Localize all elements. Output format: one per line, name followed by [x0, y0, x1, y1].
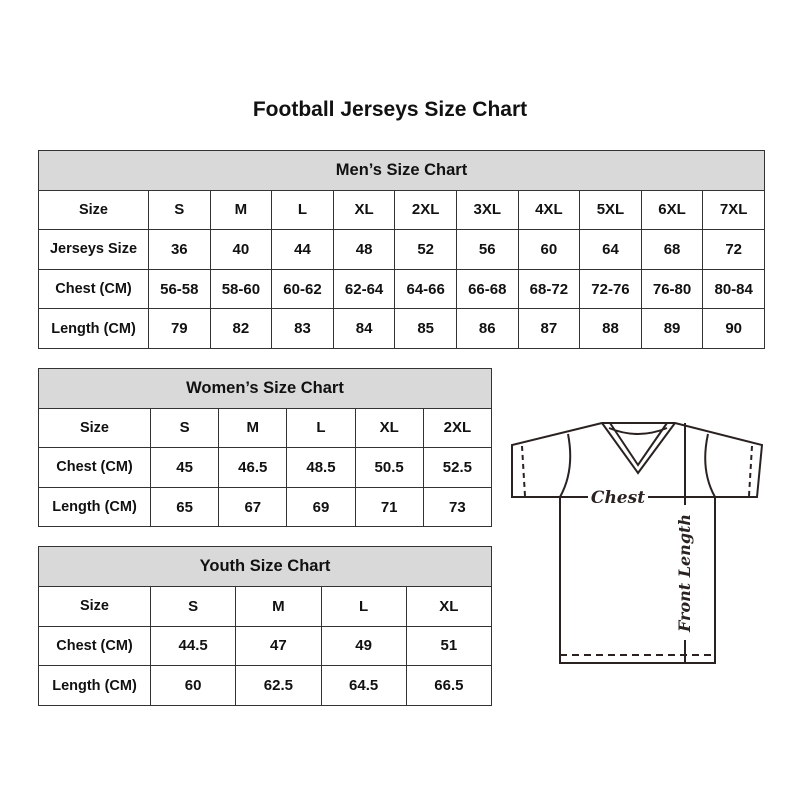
table-row: Jerseys Size 36 40 44 48 52 56 60 64 68 72 [38, 229, 765, 270]
table-cell: S [149, 407, 220, 449]
youth-table-caption: Youth Size Chart [38, 546, 492, 587]
table-row: Length (CM) 79 82 83 84 85 86 87 88 89 90 [38, 308, 765, 349]
women-table-caption: Women’s Size Chart [38, 368, 492, 409]
table-cell: 56-58 [148, 268, 211, 310]
mens-size-table: Men’s Size Chart Size S M L XL 2XL 3XL 4XL 5XL 6XL… [38, 150, 765, 349]
table-cell: 80-84 [702, 268, 765, 310]
table-cell: M [218, 407, 288, 449]
table-cell: 62.5 [235, 665, 322, 707]
table-cell: 66-68 [455, 268, 519, 310]
table-cell: 85 [394, 308, 457, 349]
table-cell: 69 [286, 486, 356, 528]
table-cell: 65 [149, 486, 220, 528]
chest-label: Chest [591, 488, 645, 508]
table-cell: 68-72 [517, 268, 581, 310]
row-label: Chest (CM) [38, 447, 151, 488]
table-cell: XL [354, 407, 424, 449]
jersey-outline [511, 422, 764, 664]
table-row: Length (CM) 65 67 69 71 73 [38, 486, 493, 528]
table-cell: 66.5 [405, 665, 493, 707]
table-cell: 86 [455, 308, 519, 349]
table-cell: 50.5 [354, 447, 424, 488]
row-label: Chest (CM) [38, 625, 151, 667]
table-cell: 48 [332, 229, 396, 270]
table-row: Chest (CM) 45 46.5 48.5 50.5 52.5 [38, 447, 493, 488]
table-cell: S [149, 585, 237, 627]
womens-size-table: Women’s Size Chart Size S M L XL 2XL Chest (CM)… [38, 368, 493, 528]
table-cell: 5XL [579, 189, 642, 231]
table-cell: 62-64 [332, 268, 396, 310]
table-cell: 36 [148, 229, 211, 270]
table-cell: 64.5 [320, 665, 407, 707]
row-label: Length (CM) [38, 308, 149, 349]
table-cell: 44 [271, 229, 334, 270]
table-cell: 68 [640, 229, 704, 270]
table-cell: 73 [422, 486, 493, 528]
table-cell: 52.5 [422, 447, 493, 488]
table-cell: 60 [517, 229, 581, 270]
table-cell: 79 [148, 308, 211, 349]
row-label: Size [38, 189, 149, 231]
table-cell: 72-76 [579, 268, 642, 310]
table-cell: L [320, 585, 407, 627]
table-cell: 51 [405, 625, 493, 667]
table-cell: 84 [332, 308, 396, 349]
table-cell: XL [332, 189, 396, 231]
table-cell: 40 [209, 229, 273, 270]
table-cell: 47 [235, 625, 322, 667]
table-cell: 48.5 [286, 447, 356, 488]
men-table-caption: Men’s Size Chart [38, 150, 765, 191]
table-cell: XL [405, 585, 493, 627]
table-row: Chest (CM) 44.5 47 49 51 [38, 625, 493, 667]
table-cell: 67 [218, 486, 288, 528]
table-cell: 88 [579, 308, 642, 349]
table-cell: 82 [209, 308, 273, 349]
table-cell: 6XL [640, 189, 704, 231]
table-cell: 7XL [702, 189, 765, 231]
table-cell: 45 [149, 447, 220, 488]
row-label: Jerseys Size [38, 229, 149, 270]
table-cell: 90 [702, 308, 765, 349]
page-title: Football Jerseys Size Chart [252, 98, 528, 121]
table-cell: 71 [354, 486, 424, 528]
table-row: Size S M L XL 2XL [38, 407, 493, 449]
table-cell: M [235, 585, 322, 627]
front-length-label: Front Length [675, 514, 694, 633]
table-cell: 60-62 [271, 268, 334, 310]
sleeve-seams [559, 433, 716, 498]
table-cell: 49 [320, 625, 407, 667]
table-cell: 2XL [422, 407, 493, 449]
table-cell: 76-80 [640, 268, 704, 310]
row-label: Size [38, 407, 151, 449]
table-cell: 44.5 [149, 625, 237, 667]
table-row: Length (CM) 60 62.5 64.5 66.5 [38, 665, 493, 707]
table-cell: 87 [517, 308, 581, 349]
jersey-collar [601, 422, 676, 475]
row-label: Length (CM) [38, 486, 151, 528]
row-label: Size [38, 585, 151, 627]
table-row: Size S M L XL [38, 585, 493, 627]
youth-size-table: Youth Size Chart Size S M L XL Chest (CM) 44.5 4… [38, 546, 493, 707]
table-row: Size S M L XL 2XL 3XL 4XL 5XL 6XL 7XL [38, 189, 765, 231]
table-cell: L [271, 189, 334, 231]
table-cell: L [286, 407, 356, 449]
table-cell: 60 [149, 665, 237, 707]
